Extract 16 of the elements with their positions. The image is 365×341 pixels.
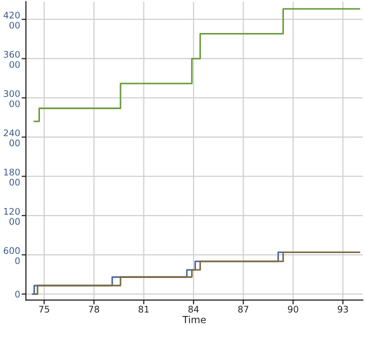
y-tick-label: 420 00 [4, 12, 20, 29]
x-tick-label: 75 [39, 306, 50, 313]
y-tick-label: 300 00 [4, 90, 20, 108]
y-tick-label: 600 0 [4, 247, 20, 264]
y-tick-label: 240 00 [4, 129, 20, 146]
x-tick-label: 84 [188, 306, 199, 313]
y-tick-label: 120 00 [4, 208, 20, 225]
x-axis-title: Time [182, 316, 206, 324]
y-tick-label: 0 [15, 290, 20, 298]
x-tick-label: 90 [288, 306, 298, 313]
y-tick-label: 360 00 [4, 50, 20, 68]
x-tick-label: 81 [138, 306, 149, 313]
x-tick-label: 93 [338, 306, 348, 313]
y-tick-label: 180 00 [4, 168, 20, 186]
x-tick-label: 87 [238, 306, 248, 313]
x-tick-label: 78 [88, 306, 100, 313]
